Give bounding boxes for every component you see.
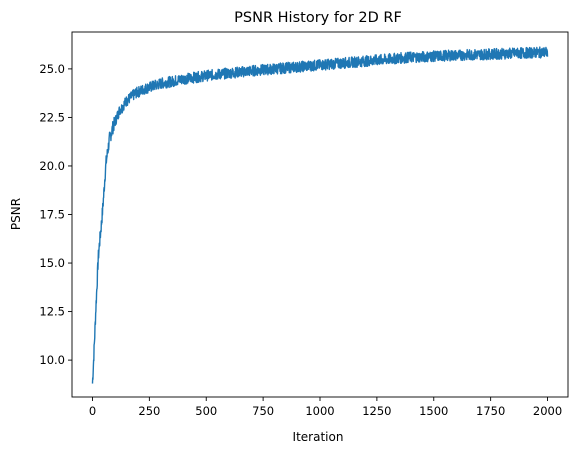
y-axis-ticks: 10.0 12.5 15.0 17.5 20.0 22.5 25.0	[39, 62, 72, 367]
x-axis-ticks: 0 250 500 750 1000 1250 1500 1750 2000	[89, 397, 562, 418]
y-tick-label: 15.0	[39, 256, 65, 270]
plot-area: 0 250 500 750 1000 1250 1500 1750 2000 10.012.51…	[39, 31, 569, 418]
chart-title: PSNR History for 2D RF	[234, 10, 402, 26]
x-axis-label: Iteration	[293, 430, 344, 444]
x-tick-label: 2000	[533, 404, 562, 418]
x-tick-label: 0	[89, 404, 96, 418]
x-tick-label: 250	[138, 404, 160, 418]
series-layer	[91, 46, 549, 384]
x-tick-label: 500	[195, 404, 217, 418]
psnr-series-line	[91, 46, 549, 384]
y-tick-label: 17.5	[39, 208, 65, 222]
x-tick-label: 1250	[362, 404, 391, 418]
x-tick-label: 1000	[305, 404, 334, 418]
y-tick-label: 25.0	[39, 62, 65, 76]
y-axis-label: PSNR	[9, 198, 23, 230]
y-tick-label: 20.0	[39, 159, 65, 173]
y-tick-label: 12.5	[39, 305, 65, 319]
x-tick-label: 1750	[476, 404, 505, 418]
y-tick-label: 22.5	[39, 110, 65, 124]
x-tick-label: 1500	[419, 404, 448, 418]
x-tick-label: 750	[252, 404, 274, 418]
y-tick-label: 10.0	[39, 353, 65, 367]
